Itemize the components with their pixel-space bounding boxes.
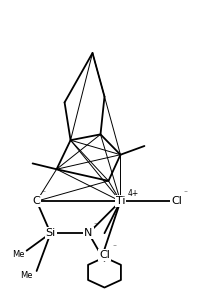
Text: 4+: 4+ [127,189,139,198]
Text: ⁻: ⁻ [41,189,45,198]
Text: Me: Me [20,271,33,280]
Text: ⁻: ⁻ [183,189,187,198]
Text: N: N [84,228,92,238]
Text: Cl: Cl [170,196,181,206]
Text: Ti: Ti [115,196,125,206]
Text: Si: Si [45,228,55,238]
Text: Me: Me [12,251,25,260]
Text: ⁻: ⁻ [112,242,115,251]
Text: ⁻: ⁻ [93,221,97,230]
Text: C: C [33,196,40,206]
Text: Cl: Cl [99,250,109,260]
